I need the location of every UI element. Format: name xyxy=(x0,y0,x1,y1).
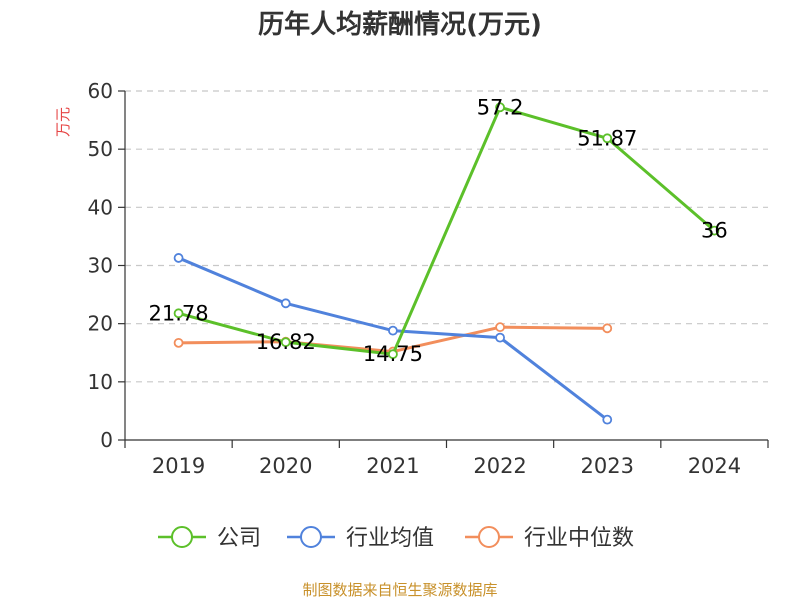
data-label: 36 xyxy=(701,219,728,243)
data-label: 14.75 xyxy=(363,342,423,366)
series-line xyxy=(178,105,716,356)
data-point xyxy=(388,325,398,336)
data-point xyxy=(173,308,184,319)
data-label: 57.2 xyxy=(477,95,524,119)
legend-item: 行业中位数 xyxy=(465,526,634,551)
y-tick-label: 40 xyxy=(88,195,113,219)
data-point xyxy=(495,322,505,333)
data-label: 21.78 xyxy=(149,301,209,325)
data-point xyxy=(602,323,613,334)
data-point xyxy=(495,102,505,113)
data-point xyxy=(280,298,291,309)
data-point xyxy=(602,133,613,144)
y-tick-label: 60 xyxy=(88,79,113,103)
y-tick-label: 10 xyxy=(88,370,113,394)
data-point xyxy=(280,337,291,348)
legend-item: 行业均值 xyxy=(287,526,434,551)
y-tick-label: 20 xyxy=(88,312,113,336)
data-point xyxy=(709,225,720,236)
data-point xyxy=(602,414,613,425)
data-point xyxy=(173,337,184,348)
legend-label: 公司 xyxy=(217,526,261,551)
x-tick-label: 2019 xyxy=(152,454,205,478)
y-tick-label: 50 xyxy=(88,137,113,161)
legend-label: 行业均值 xyxy=(346,526,434,551)
grid xyxy=(125,90,768,383)
data-labels: 21.78 16.82 14.75 57.2 51.87 36 xyxy=(149,95,728,366)
x-tick-label: 2024 xyxy=(688,454,741,478)
legend-item: 公司 xyxy=(158,526,261,551)
axes: 0 10 20 30 40 50 60 2019 2020 2021 2022 2023 2024 xyxy=(88,79,769,478)
legend-label: 行业中位数 xyxy=(524,526,634,551)
data-point xyxy=(495,332,505,343)
x-tick-label: 2023 xyxy=(581,454,634,478)
x-tick-label: 2022 xyxy=(473,454,526,478)
legend-swatch-marker xyxy=(171,526,193,548)
data-label: 51.87 xyxy=(577,126,637,150)
y-tick-label: 30 xyxy=(88,254,113,278)
y-tick-label: 0 xyxy=(100,428,113,452)
legend-swatch-marker xyxy=(300,526,322,548)
legend-swatch-marker xyxy=(478,526,500,548)
data-point xyxy=(173,253,184,263)
data-point xyxy=(388,349,398,360)
x-tick-label: 2021 xyxy=(366,454,419,478)
series xyxy=(173,102,720,425)
data-label: 16.82 xyxy=(256,330,316,354)
y-axis-label: 万元 xyxy=(54,107,72,137)
series-line xyxy=(177,256,609,421)
chart-title: 历年人均薪酬情况(万元) xyxy=(258,9,542,40)
legend: 公司 行业均值 行业中位数 xyxy=(158,526,634,551)
x-tick-label: 2020 xyxy=(259,454,312,478)
source-note: 制图数据来自恒生聚源数据库 xyxy=(302,581,497,599)
